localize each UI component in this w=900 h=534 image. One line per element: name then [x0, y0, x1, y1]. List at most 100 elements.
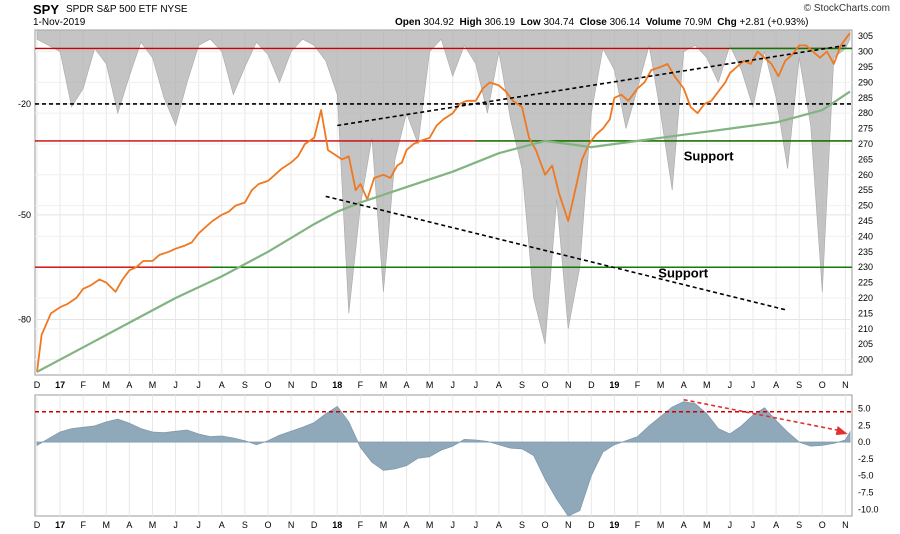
- support-annotation: Support: [684, 148, 734, 163]
- osc-x-tick-label: S: [242, 520, 248, 530]
- price-y-tick-label: 210: [858, 324, 873, 334]
- osc-x-tick-label: M: [657, 520, 665, 530]
- ticker-symbol: SPY: [33, 2, 60, 17]
- price-x-tick-label: M: [380, 380, 388, 390]
- price-y-tick-label: 240: [858, 231, 873, 241]
- osc-x-tick-label: M: [103, 520, 111, 530]
- osc-y-tick-label: 0.0: [858, 437, 871, 447]
- price-x-tick-label: J: [728, 380, 733, 390]
- price-y-tick-label: 200: [858, 355, 873, 365]
- support-annotation: Support: [658, 265, 708, 280]
- osc-x-tick-label: J: [173, 520, 178, 530]
- price-y-tick-label: 265: [858, 154, 873, 164]
- osc-x-tick-label: N: [288, 520, 295, 530]
- price-x-tick-label: 17: [55, 380, 65, 390]
- price-x-tick-label: A: [219, 380, 225, 390]
- osc-x-tick-label: M: [149, 520, 157, 530]
- low-label: Low: [520, 17, 541, 28]
- osc-x-tick-label: D: [588, 520, 595, 530]
- stockcharts-watermark: © StockCharts.com: [803, 3, 890, 14]
- osc-x-tick-label: M: [426, 520, 434, 530]
- price-x-tick-label: A: [404, 380, 410, 390]
- chart-date: 1-Nov-2019: [33, 17, 86, 28]
- osc-x-tick-label: S: [519, 520, 525, 530]
- price-x-tick-label: J: [196, 380, 201, 390]
- price-y-tick-label: 300: [858, 47, 873, 57]
- exchange-label: NYSE: [160, 4, 188, 15]
- osc-x-tick-label: D: [311, 520, 318, 530]
- trend-line: [325, 195, 788, 312]
- price-x-tick-label: N: [288, 380, 295, 390]
- osc-x-tick-label: N: [842, 520, 849, 530]
- osc-x-tick-label: A: [404, 520, 410, 530]
- price-x-tick-label: M: [657, 380, 665, 390]
- osc-x-tick-label: D: [34, 520, 41, 530]
- price-x-tick-label: A: [773, 380, 779, 390]
- price-y-tick-label: 285: [858, 93, 873, 103]
- price-y-tick-label: 215: [858, 308, 873, 318]
- price-x-tick-label: 19: [609, 380, 619, 390]
- oscillator-trend-arrow-line: [683, 398, 842, 432]
- price-x-tick-label: J: [751, 380, 756, 390]
- price-y-tick-label: 205: [858, 339, 873, 349]
- price-x-tick-label: O: [542, 380, 549, 390]
- price-y-tick-label: 280: [858, 108, 873, 118]
- price-stats: Open 304.92 High 306.19 Low 304.74 Close…: [395, 17, 808, 28]
- price-y-tick-label: 255: [858, 185, 873, 195]
- price-x-tick-label: S: [796, 380, 802, 390]
- osc-x-tick-label: O: [819, 520, 826, 530]
- price-x-tick-label: F: [635, 380, 641, 390]
- price-y-tick-label: 305: [858, 31, 873, 41]
- trend-line: [337, 44, 846, 127]
- osc-x-tick-label: J: [474, 520, 479, 530]
- price-y-tick-label: 245: [858, 216, 873, 226]
- price-x-tick-label: O: [819, 380, 826, 390]
- osc-y-tick-label: -10.0: [858, 504, 879, 514]
- low-value: 304.74: [543, 17, 575, 28]
- osc-x-tick-label: A: [681, 520, 687, 530]
- price-x-tick-label: M: [149, 380, 157, 390]
- overlay-y-tick-label: -20: [18, 99, 31, 109]
- price-y-tick-label: 220: [858, 293, 873, 303]
- oscillator-panel-frame: [34, 394, 853, 517]
- volume-value: 70.9M: [683, 17, 712, 28]
- osc-x-tick-label: F: [80, 520, 86, 530]
- osc-x-tick-label: F: [635, 520, 641, 530]
- osc-x-tick-label: A: [219, 520, 225, 530]
- osc-x-tick-label: A: [496, 520, 502, 530]
- price-y-tick-label: 270: [858, 139, 873, 149]
- osc-x-tick-label: 19: [609, 520, 619, 530]
- volume-label: Volume: [645, 17, 682, 28]
- osc-x-tick-label: F: [358, 520, 364, 530]
- oscillator-area: [36, 401, 851, 517]
- osc-x-tick-label: 18: [332, 520, 342, 530]
- overlay-y-tick-label: -50: [18, 210, 31, 220]
- price-x-tick-label: J: [474, 380, 479, 390]
- price-x-tick-label: O: [264, 380, 271, 390]
- price-x-tick-label: J: [450, 380, 455, 390]
- price-x-tick-label: A: [681, 380, 687, 390]
- price-y-tick-label: 230: [858, 262, 873, 272]
- osc-y-tick-label: 2.5: [858, 420, 871, 430]
- osc-x-tick-label: J: [751, 520, 756, 530]
- price-x-tick-label: J: [173, 380, 178, 390]
- osc-x-tick-label: M: [380, 520, 388, 530]
- price-y-tick-label: 225: [858, 278, 873, 288]
- price-x-tick-label: S: [242, 380, 248, 390]
- price-x-tick-label: M: [103, 380, 111, 390]
- osc-x-tick-label: A: [126, 520, 132, 530]
- moving-average-line: [36, 90, 851, 373]
- osc-x-tick-label: O: [264, 520, 271, 530]
- price-x-tick-label: D: [311, 380, 318, 390]
- price-x-tick-label: F: [358, 380, 364, 390]
- price-x-tick-label: M: [426, 380, 434, 390]
- osc-x-tick-label: M: [703, 520, 711, 530]
- osc-x-tick-label: A: [773, 520, 779, 530]
- price-x-tick-label: S: [519, 380, 525, 390]
- price-y-tick-label: 275: [858, 124, 873, 134]
- price-x-tick-label: N: [842, 380, 849, 390]
- osc-y-tick-label: -5.0: [858, 471, 874, 481]
- price-x-tick-label: F: [80, 380, 86, 390]
- osc-x-tick-label: J: [728, 520, 733, 530]
- price-x-tick-label: M: [703, 380, 711, 390]
